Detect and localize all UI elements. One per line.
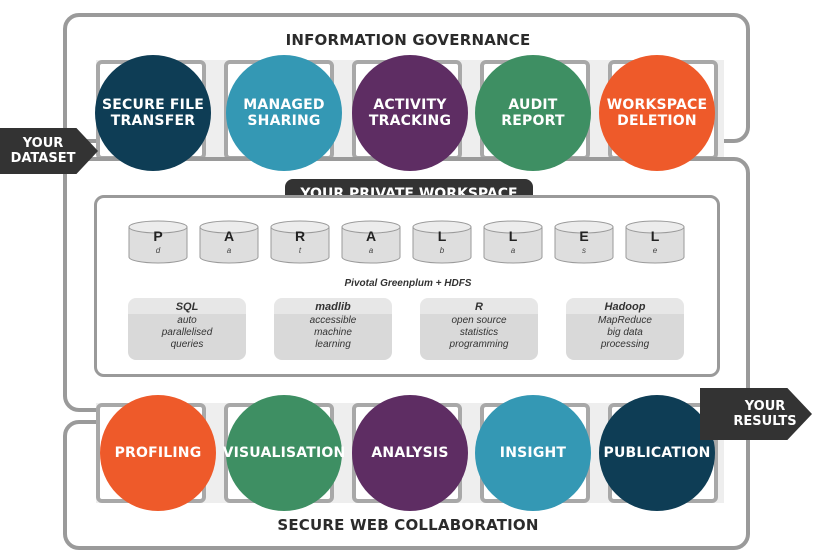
your-dataset-arrow: YOUR DATASET [0,128,98,174]
node-sub-letter: s [582,246,586,255]
tool-description: MapReduce big data processing [598,315,652,350]
tool-name: SQL [175,301,199,313]
node-letter: L [650,228,660,244]
node-sub-letter: t [298,246,302,255]
r-tool-card: R open source statistics programming [420,298,538,360]
tool-name: Hadoop [604,301,646,313]
insight-circle: INSIGHT [475,395,591,511]
database-node: R t [270,220,330,264]
your-results-arrow: YOUR RESULTS [700,388,812,440]
database-node: P d [128,220,188,264]
hadoop-tool-card: Hadoop MapReduce big data processing [566,298,684,360]
madlib-tool-card: madlib accessible machine learning [274,298,392,360]
sql-tool-card: SQL auto parallelised queries [128,298,246,360]
tool-description: open source statistics programming [449,315,509,350]
database-node: L b [412,220,472,264]
tool-description: auto parallelised queries [161,315,213,350]
node-letter: R [294,228,306,244]
collaboration-title: SECURE WEB COLLABORATION [277,516,539,534]
database-node: A a [199,220,259,264]
tool-name: R [475,301,483,313]
node-letter: L [508,228,518,244]
database-node: L e [625,220,685,264]
node-sub-letter: a [226,246,232,255]
node-letter: A [365,228,377,244]
database-node: L a [483,220,543,264]
database-node: A a [341,220,401,264]
tool-description: accessible machine learning [309,315,357,350]
managed-sharing-circle: MANAGED SHARING [226,55,342,171]
node-sub-letter: b [439,246,445,255]
profiling-circle: PROFILING [100,395,216,511]
node-sub-letter: a [510,246,516,255]
workspace-deletion-circle: WORKSPACE DELETION [599,55,715,171]
analysis-circle: ANALYSIS [352,395,468,511]
publication-circle: PUBLICATION [599,395,715,511]
node-letter: A [223,228,235,244]
governance-title: INFORMATION GOVERNANCE [285,31,531,49]
visualisation-circle: VISUALISATION [223,395,345,511]
node-letter: E [579,228,589,244]
audit-report-circle: AUDIT REPORT [475,55,591,171]
node-letter: P [153,228,163,244]
greenplum-subtitle: Pivotal Greenplum + HDFS [344,278,472,289]
node-sub-letter: e [652,246,658,255]
node-sub-letter: d [155,246,161,255]
secure-file-transfer-circle: SECURE FILE TRANSFER [95,55,211,171]
database-node: E s [554,220,614,264]
node-letter: L [437,228,447,244]
activity-tracking-circle: ACTIVITY TRACKING [352,55,468,171]
node-sub-letter: a [368,246,374,255]
tool-name: madlib [315,301,351,313]
